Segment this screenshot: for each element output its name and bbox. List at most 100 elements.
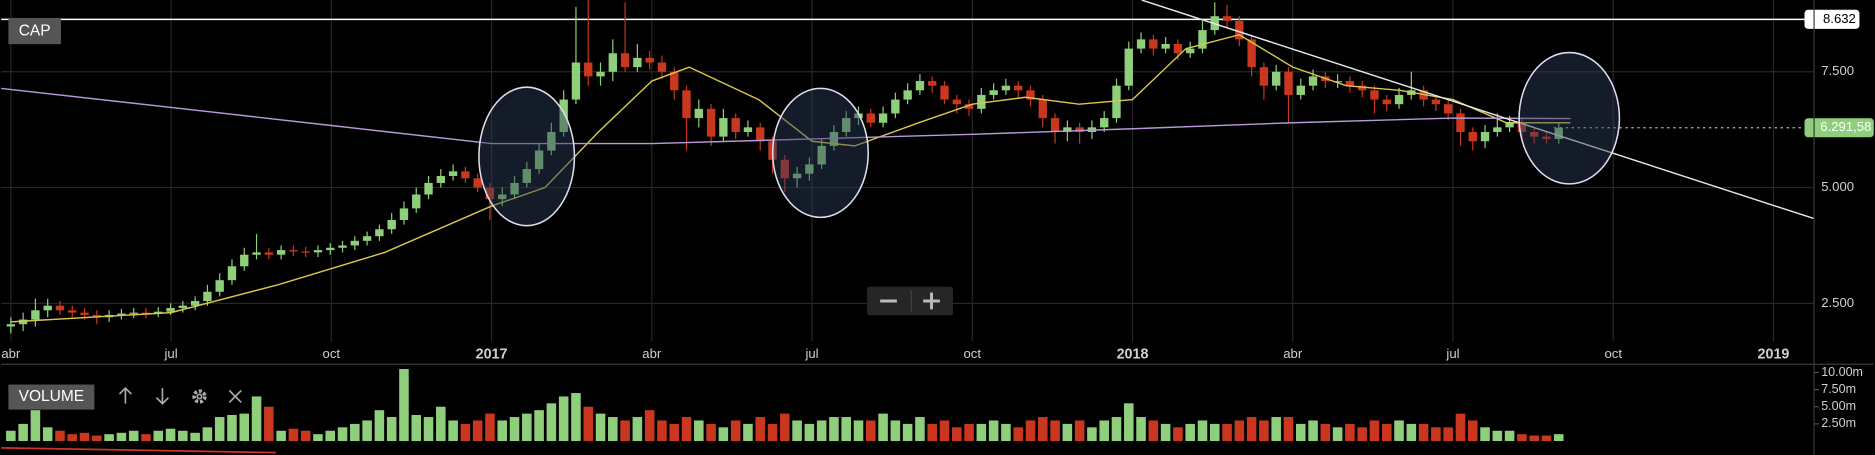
candle-body bbox=[792, 173, 802, 179]
x-tick-label: jul bbox=[1445, 346, 1459, 361]
volume-bar bbox=[288, 428, 299, 442]
candle-body bbox=[338, 245, 347, 248]
candle-body bbox=[805, 164, 814, 174]
candle-body bbox=[952, 99, 961, 105]
x-tick-label: oct bbox=[964, 346, 982, 361]
move-up-icon[interactable] bbox=[118, 386, 132, 404]
volume-bar bbox=[239, 413, 250, 442]
candle-body bbox=[1124, 48, 1133, 86]
candle-body bbox=[1136, 39, 1146, 49]
volume-bar bbox=[1369, 420, 1380, 442]
volume-bar bbox=[939, 420, 950, 442]
volume-bar bbox=[952, 427, 962, 442]
price-tag bbox=[1804, 9, 1860, 29]
candle-body bbox=[878, 113, 888, 123]
candle-body bbox=[301, 251, 310, 253]
volume-bar bbox=[1541, 435, 1552, 442]
y-tick-label: 7.500 bbox=[1821, 63, 1854, 78]
volume-bar bbox=[497, 420, 508, 442]
volume-bar bbox=[399, 369, 409, 442]
volume-bar bbox=[767, 423, 778, 442]
candle-body bbox=[485, 187, 495, 200]
volume-bar bbox=[1050, 420, 1060, 442]
candle-body bbox=[1394, 94, 1404, 105]
settings-icon[interactable] bbox=[192, 389, 207, 404]
candle-body bbox=[743, 127, 753, 132]
volume-bar bbox=[448, 420, 458, 442]
candle-body bbox=[448, 171, 458, 176]
x-tick-label: 2017 bbox=[476, 346, 508, 362]
volume-bar bbox=[374, 410, 385, 442]
volume-bar bbox=[1185, 423, 1195, 442]
volume-bar bbox=[730, 420, 741, 442]
close-icon[interactable] bbox=[228, 389, 242, 404]
volume-bar bbox=[1234, 420, 1245, 442]
indicator-label: VOLUME bbox=[19, 388, 85, 405]
candle-body bbox=[1259, 67, 1269, 86]
indicator-badge[interactable] bbox=[8, 384, 95, 410]
candle-body bbox=[571, 62, 581, 100]
candle-body bbox=[498, 194, 507, 200]
volume-bar bbox=[116, 432, 127, 442]
candle-body bbox=[584, 62, 593, 77]
candle-body bbox=[362, 236, 372, 241]
volume-bar bbox=[964, 423, 974, 442]
volume-bar bbox=[1381, 423, 1392, 442]
candle-body bbox=[1050, 118, 1060, 132]
candle-body bbox=[731, 118, 740, 132]
y-tick-label: 2.50m bbox=[1821, 416, 1856, 430]
candle-body bbox=[928, 81, 937, 86]
volume-bar bbox=[313, 434, 323, 442]
volume-bar bbox=[42, 427, 53, 442]
move-down-icon[interactable] bbox=[155, 388, 170, 405]
volume-bar bbox=[1283, 417, 1294, 442]
candle-body bbox=[1505, 122, 1514, 128]
x-tick-label: abr bbox=[642, 346, 662, 361]
volume-bar bbox=[976, 423, 987, 442]
volume-bar bbox=[202, 427, 213, 442]
candle-body bbox=[1456, 113, 1465, 132]
volume-bar bbox=[644, 410, 655, 442]
candle-body bbox=[6, 324, 16, 327]
volume-bar bbox=[227, 414, 237, 442]
volume-bar bbox=[1320, 423, 1331, 442]
candle-body bbox=[473, 178, 482, 188]
candle-body bbox=[92, 314, 102, 318]
volume-bar bbox=[6, 430, 16, 442]
candle-body bbox=[1493, 127, 1502, 132]
candle-body bbox=[240, 254, 249, 267]
candle-body bbox=[43, 305, 52, 311]
volume-bar bbox=[755, 417, 766, 442]
candle-body bbox=[129, 312, 138, 314]
volume-bar bbox=[718, 427, 729, 442]
candle-body bbox=[1173, 43, 1183, 54]
volume-bar bbox=[350, 423, 360, 442]
candle-body bbox=[756, 127, 765, 142]
candle-body bbox=[1063, 127, 1072, 132]
candle-body bbox=[276, 250, 286, 255]
zoom-controls[interactable] bbox=[867, 286, 954, 316]
volume-bar bbox=[1173, 427, 1183, 442]
candle-body bbox=[1038, 99, 1047, 119]
volume-bar bbox=[1197, 420, 1208, 442]
highlight-ellipse bbox=[771, 87, 870, 219]
x-tick-label: oct bbox=[1604, 346, 1622, 361]
volume-bar bbox=[141, 434, 151, 442]
volume-bar bbox=[1394, 420, 1404, 442]
candle-body bbox=[1198, 30, 1207, 49]
y-tick-label: 10.00m bbox=[1821, 365, 1863, 379]
candle-body bbox=[891, 99, 900, 114]
volume-bar bbox=[743, 423, 753, 442]
volume-bar bbox=[264, 406, 274, 442]
volume-bar bbox=[386, 417, 397, 442]
candle-body bbox=[1186, 48, 1195, 54]
volume-bar bbox=[1480, 427, 1490, 442]
volume-bar bbox=[583, 406, 594, 442]
symbol-badge[interactable] bbox=[8, 17, 61, 45]
candle-body bbox=[252, 252, 261, 255]
volume-bar bbox=[890, 420, 901, 442]
candle-body bbox=[1161, 43, 1170, 49]
volume-bar bbox=[55, 430, 65, 442]
candle-body bbox=[854, 113, 863, 119]
